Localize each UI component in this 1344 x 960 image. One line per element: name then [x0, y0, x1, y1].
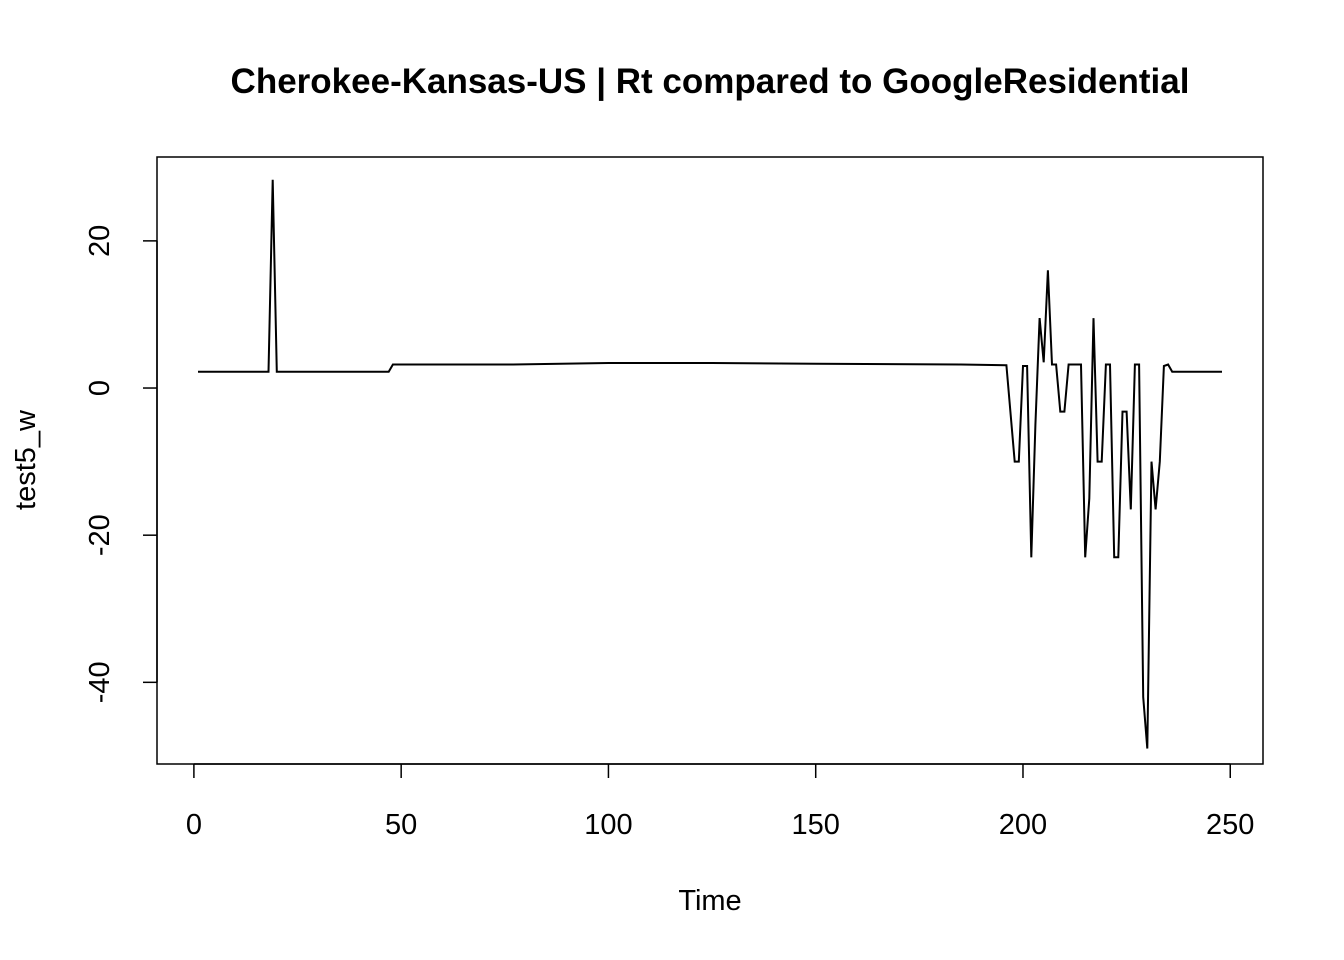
x-tick-label: 200 [999, 809, 1047, 841]
y-tick-label: -20 [84, 514, 116, 556]
x-axis-label: Time [678, 885, 741, 917]
y-axis: -40 -20 0 20 [84, 225, 158, 703]
x-tick-label: 100 [584, 809, 632, 841]
y-tick-label: -40 [84, 661, 116, 703]
series-line [198, 179, 1222, 749]
y-tick-label: 20 [84, 225, 116, 257]
x-tick-label: 150 [792, 809, 840, 841]
x-tick-label: 0 [186, 809, 202, 841]
y-axis-label: test5_w [10, 409, 42, 510]
x-axis: 0 50 100 150 200 250 [186, 763, 1254, 841]
y-tick-label: 0 [84, 380, 116, 396]
x-tick-label: 50 [385, 809, 417, 841]
chart-title: Cherokee-Kansas-US | Rt compared to Goog… [231, 62, 1190, 101]
x-tick-label: 250 [1206, 809, 1254, 841]
